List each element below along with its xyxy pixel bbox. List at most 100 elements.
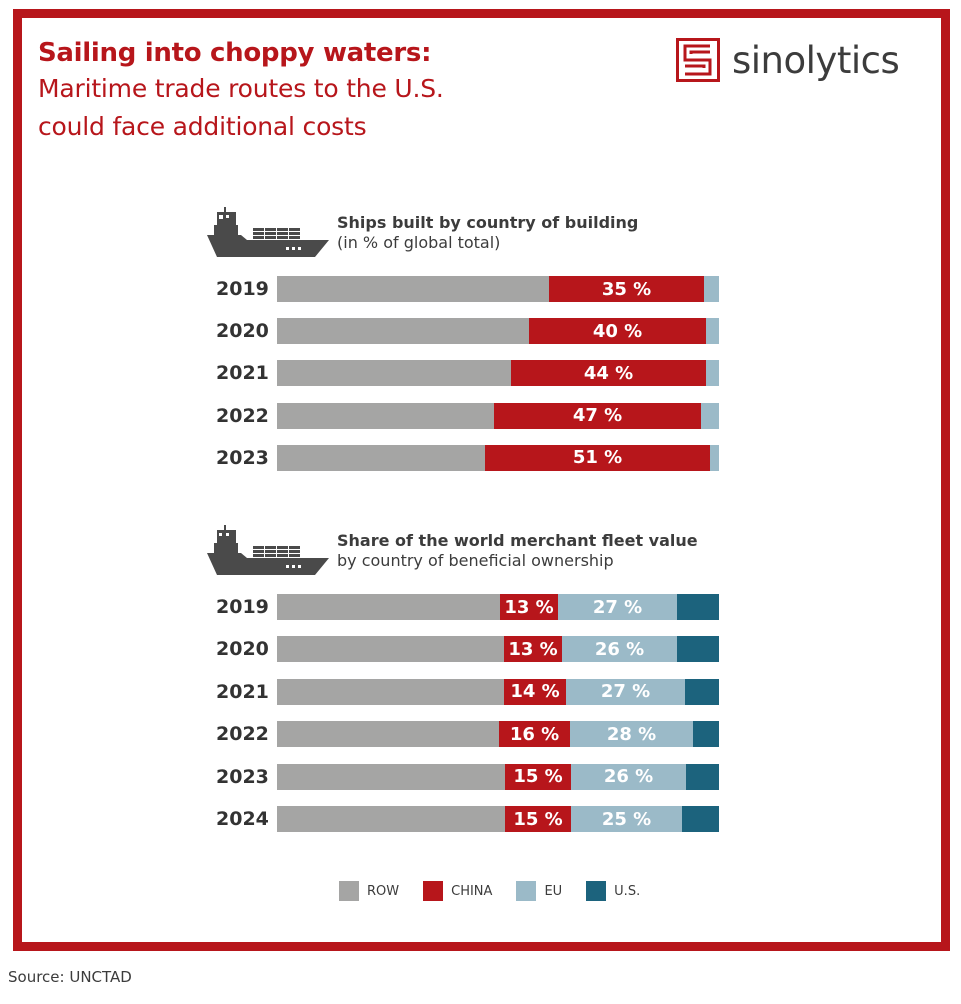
bar-segment-us-2023 xyxy=(686,763,719,790)
bar-row-2020: 13 % 26 % xyxy=(277,636,719,663)
bar-segment-eu-2024: 25 % xyxy=(571,806,682,832)
year-label-2022: 2022 xyxy=(216,404,269,427)
infographic-frame xyxy=(13,9,950,951)
legend-item-row: ROW xyxy=(339,881,399,901)
bar-segment-row-2023 xyxy=(277,444,485,471)
bar-segment-china-2023: 51 % xyxy=(485,444,710,471)
bar-segment-row-2022 xyxy=(277,402,494,429)
bar-segment-eu-2019 xyxy=(704,276,719,302)
year-label-2023: 2023 xyxy=(216,765,269,788)
title-line-1: Maritime trade routes to the U.S. xyxy=(38,74,444,103)
cargo-ship-icon xyxy=(207,207,329,257)
bar-segment-us-2024 xyxy=(682,806,719,832)
bar-segment-eu-2023 xyxy=(710,444,719,471)
logo: sinolytics xyxy=(676,38,900,82)
bar-row-2023: 51 % xyxy=(277,444,719,471)
bar-segment-row-2020 xyxy=(277,636,504,663)
data-label-eu-2019: 27 % xyxy=(592,596,643,618)
chart1-title: Ships built by country of building xyxy=(337,213,639,232)
data-label-china-2020: 40 % xyxy=(592,320,643,342)
bar-segment-eu-2022: 28 % xyxy=(570,721,693,748)
bar-segment-row-2022 xyxy=(277,721,499,748)
bar-segment-eu-2020 xyxy=(706,318,719,345)
chart1-header: Ships built by country of building (in %… xyxy=(205,207,638,259)
bar-segment-us-2020 xyxy=(677,636,719,663)
title-bold: Sailing into choppy waters: xyxy=(38,38,432,68)
bar-segment-china-2022: 16 % xyxy=(499,721,570,748)
legend-swatch-china xyxy=(423,881,444,901)
legend-item-eu: EU xyxy=(516,881,562,901)
bar-row-2021: 44 % xyxy=(277,360,719,387)
bar-segment-row-2024 xyxy=(277,806,505,832)
data-label-china-2023: 15 % xyxy=(513,766,563,788)
bar-segment-china-2021: 44 % xyxy=(511,360,706,387)
year-label-2020: 2020 xyxy=(216,638,269,661)
bar-segment-row-2023 xyxy=(277,763,505,790)
legend-label-us: U.S. xyxy=(614,883,641,899)
legend-label-row: ROW xyxy=(367,883,400,899)
data-label-china-2022: 47 % xyxy=(572,405,623,427)
legend-swatch-row xyxy=(339,881,359,901)
bar-segment-china-2020: 40 % xyxy=(529,318,706,345)
chart2-subtitle: by country of beneficial ownership xyxy=(337,551,614,570)
bar-row-2019: 13 % 27 % xyxy=(277,594,719,620)
bar-segment-us-2019 xyxy=(677,594,719,620)
data-label-eu-2022: 28 % xyxy=(606,723,657,745)
bar-segment-china-2024: 15 % xyxy=(505,806,571,832)
bar-segment-us-2021 xyxy=(685,678,719,705)
data-label-china-2019: 13 % xyxy=(504,596,554,618)
bar-segment-eu-2021: 27 % xyxy=(566,678,685,705)
title-line-2: could face additional costs xyxy=(38,112,367,141)
bar-segment-china-2020: 13 % xyxy=(504,636,562,663)
bar-segment-eu-2022 xyxy=(701,402,719,429)
bar-segment-china-2021: 14 % xyxy=(504,678,566,705)
year-label-2021: 2021 xyxy=(216,680,269,703)
bar-segment-eu-2019: 27 % xyxy=(558,594,677,620)
bar-segment-row-2019 xyxy=(277,594,500,620)
data-label-china-2022: 16 % xyxy=(509,723,560,745)
legend-item-us: U.S. xyxy=(586,881,640,901)
bar-segment-row-2019 xyxy=(277,276,549,302)
bar-segment-china-2019: 35 % xyxy=(549,276,704,302)
data-label-eu-2020: 26 % xyxy=(594,638,645,660)
data-label-china-2021: 44 % xyxy=(583,362,634,384)
bar-segment-china-2022: 47 % xyxy=(494,402,701,429)
year-label-2022: 2022 xyxy=(216,723,269,746)
data-label-china-2023: 51 % xyxy=(572,447,623,469)
bar-segment-china-2019: 13 % xyxy=(500,594,558,620)
data-label-eu-2024: 25 % xyxy=(601,808,652,830)
cargo-ship-icon xyxy=(207,525,329,575)
data-label-china-2024: 15 % xyxy=(513,808,563,830)
data-label-china-2019: 35 % xyxy=(601,278,652,300)
legend-item-china: CHINA xyxy=(423,881,492,901)
data-label-china-2020: 13 % xyxy=(508,638,558,660)
bar-segment-eu-2023: 26 % xyxy=(571,763,686,790)
chart2-header: Share of the world merchant fleet value … xyxy=(205,525,698,577)
year-label-2019: 2019 xyxy=(216,278,269,300)
bar-segment-us-2022 xyxy=(693,721,719,748)
bar-row-2022: 16 % 28 % xyxy=(277,721,719,748)
data-label-eu-2021: 27 % xyxy=(600,681,651,703)
bar-row-2021: 14 % 27 % xyxy=(277,678,719,705)
year-label-2021: 2021 xyxy=(216,362,269,385)
year-label-2023: 2023 xyxy=(216,446,269,469)
logo-text: sinolytics xyxy=(732,38,900,82)
legend-swatch-eu xyxy=(516,881,537,901)
year-label-2024: 2024 xyxy=(216,808,269,830)
bar-row-2019: 35 % xyxy=(277,276,719,302)
bar-segment-eu-2021 xyxy=(706,360,719,387)
year-label-2019: 2019 xyxy=(216,596,269,618)
bar-segment-row-2021 xyxy=(277,678,504,705)
bar-row-2024: 15 % 25 % xyxy=(277,806,719,832)
data-label-china-2021: 14 % xyxy=(510,681,560,703)
chart1-subtitle: (in % of global total) xyxy=(337,233,501,252)
chart2-title: Share of the world merchant fleet value xyxy=(337,531,698,550)
sinolytics-s-maze-icon xyxy=(676,38,720,82)
year-label-2020: 2020 xyxy=(216,320,269,343)
legend-label-china: CHINA xyxy=(451,883,493,899)
legend-label-eu: EU xyxy=(544,883,563,899)
bar-row-2022: 47 % xyxy=(277,402,719,429)
legend-swatch-us xyxy=(586,881,607,901)
bar-segment-row-2020 xyxy=(277,318,529,345)
legend: ROW CHINA EU U.S. xyxy=(339,881,664,901)
